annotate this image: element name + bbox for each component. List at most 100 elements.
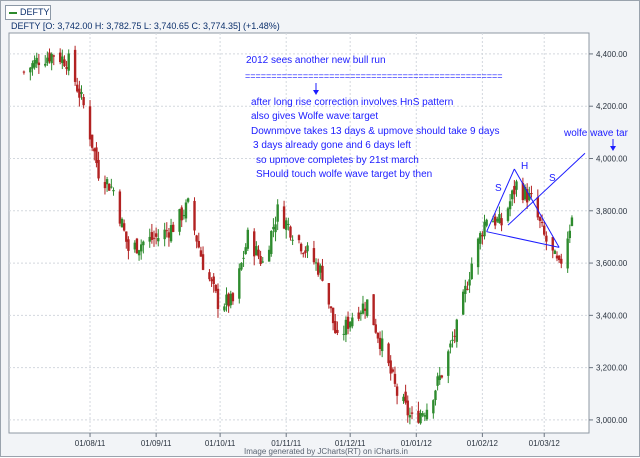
candle-body	[470, 263, 473, 279]
annotation-line: ========================================…	[245, 71, 503, 81]
candle-body	[334, 321, 337, 334]
candle-body	[306, 245, 309, 252]
candle-body	[287, 223, 290, 225]
y-axis-ticks: 3,000.00 3,200.00 3,400.00 3,600.00 3,800.00…	[589, 50, 628, 425]
candle-body	[327, 283, 331, 305]
pattern-label: H	[521, 161, 528, 172]
candle-body	[406, 400, 409, 416]
wolfe-target-line	[507, 152, 586, 226]
candle-body	[432, 400, 435, 414]
candle-body	[253, 231, 256, 257]
candle-body	[515, 181, 518, 190]
candle-body	[543, 225, 546, 235]
candle-body	[112, 189, 115, 192]
candle-body	[223, 306, 226, 311]
candle-body	[80, 92, 83, 94]
symbol-tab[interactable]: DEFTY	[5, 5, 51, 20]
candle-body	[257, 249, 260, 257]
candle-body	[540, 221, 544, 224]
candle-body	[167, 232, 171, 238]
candle-body	[214, 284, 218, 292]
candle-body	[199, 250, 203, 257]
candle-body	[150, 232, 154, 240]
candle-body	[244, 247, 247, 255]
candle-body	[380, 338, 384, 352]
candle-body	[88, 106, 92, 140]
candle-body	[240, 262, 243, 270]
candle-body	[468, 279, 471, 286]
candle-body	[157, 238, 160, 242]
candle-body	[553, 250, 557, 254]
candle-body	[140, 244, 143, 252]
candle-body	[289, 226, 292, 238]
y-tick-label: 3,000.00	[596, 416, 628, 425]
candle-body	[274, 224, 277, 233]
candle-body	[329, 306, 333, 309]
candle-body	[297, 235, 301, 241]
candle-body	[227, 293, 230, 307]
candle-body	[436, 376, 439, 386]
candle-body	[391, 369, 395, 372]
candle-body	[491, 221, 495, 223]
candle-body	[105, 179, 109, 185]
candle-body	[93, 148, 96, 152]
candle-body	[440, 375, 444, 378]
candle-body	[314, 262, 318, 264]
pattern-label: S	[495, 183, 502, 194]
candle-body	[184, 202, 188, 219]
candle-body	[372, 294, 375, 326]
candle-body	[378, 337, 382, 349]
x-axis-ticks: 01/08/11 01/09/11 01/10/11 01/11/11 01/12/11…	[75, 433, 561, 448]
x-tick-label: 01/01/12	[401, 439, 433, 448]
wolfe-target-label: wolfe wave tar	[563, 128, 629, 139]
candle-body	[408, 415, 412, 418]
candle-body	[152, 237, 156, 239]
candle-body	[208, 272, 211, 280]
x-tick-label: 01/03/12	[529, 439, 561, 448]
candle-body	[137, 250, 141, 256]
candle-body	[201, 254, 205, 270]
candle-body	[52, 55, 55, 57]
wolfe-line	[486, 168, 515, 232]
candle-body	[67, 53, 70, 71]
annotation-line: 3 days already gone and 6 days left	[253, 140, 411, 151]
candle-body	[108, 183, 111, 191]
candle-body	[464, 285, 467, 294]
candle-body	[304, 250, 307, 254]
candle-body	[346, 316, 350, 329]
candle-body	[231, 293, 235, 302]
candle-body	[122, 223, 126, 231]
candle-body	[267, 249, 271, 262]
candle-body	[359, 312, 363, 315]
candle-body	[272, 226, 275, 230]
annotation-line: after long rise correction involves HnS …	[251, 97, 453, 108]
candle-body	[259, 256, 262, 265]
candle-body	[120, 218, 124, 228]
candle-body	[97, 159, 100, 179]
candle-body	[46, 57, 49, 64]
candle-body	[344, 319, 348, 335]
candle-body	[193, 200, 196, 231]
candle-body	[402, 396, 405, 402]
x-tick-label: 01/12/11	[335, 439, 366, 448]
candle-body	[451, 339, 454, 341]
candle-body	[37, 62, 41, 66]
line-legend-icon	[9, 12, 17, 14]
x-tick-label: 01/11/11	[271, 439, 302, 448]
candle-body	[103, 182, 107, 189]
pattern-label: S	[549, 173, 556, 184]
candle-body	[255, 246, 258, 256]
candle-body	[33, 59, 36, 68]
candle-body	[165, 230, 168, 232]
candle-body	[282, 206, 286, 229]
candle-body	[376, 332, 380, 339]
candle-body	[342, 333, 345, 335]
candle-body	[31, 63, 34, 69]
y-tick-label: 3,400.00	[596, 311, 628, 320]
down-arrow-icon	[610, 146, 616, 151]
candle-body	[65, 67, 68, 69]
y-tick-label: 4,400.00	[596, 50, 628, 59]
candle-body	[551, 237, 554, 251]
x-tick-label: 01/02/12	[467, 439, 499, 448]
candle-body	[498, 214, 501, 224]
